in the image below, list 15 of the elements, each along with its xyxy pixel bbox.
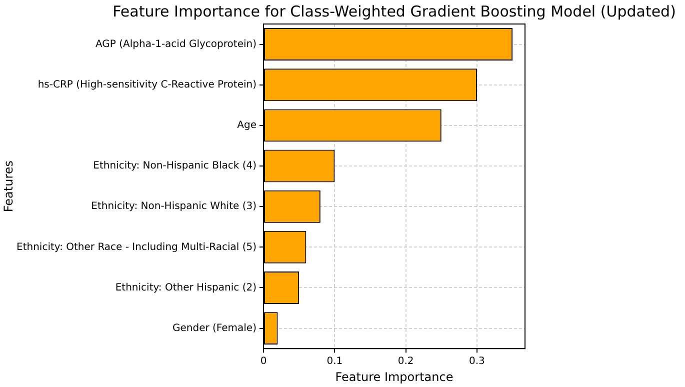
y-tick-label: Ethnicity: Non-Hispanic White (3) — [91, 201, 257, 212]
y-tick-label: Age — [237, 120, 256, 132]
y-tick-label: hs-CRP (High-sensitivity C-Reactive Protein) — [38, 79, 257, 90]
x-tick-label: 0.3 — [469, 356, 485, 368]
x-axis-title: Feature Importance — [335, 370, 454, 384]
x-tick-label: 0 — [260, 356, 267, 368]
y-tick-label: Ethnicity: Non-Hispanic Black (4) — [93, 160, 257, 172]
y-tick-label: AGP (Alpha-1-acid Glycoprotein) — [96, 38, 257, 50]
y-axis-title: Features — [1, 160, 16, 212]
x-tick-label: 0.1 — [326, 356, 343, 368]
y-tick-label: Ethnicity: Other Hispanic (2) — [115, 282, 257, 294]
y-tick-label: Gender (Female) — [172, 322, 257, 334]
y-tick-label: Ethnicity: Other Race - Including Multi-Racial (5) — [16, 242, 257, 253]
chart-title: Feature Importance for Class-Weighted Gradient Boosting Model (Updated) — [112, 2, 676, 20]
x-tick-label: 0.2 — [398, 356, 414, 368]
